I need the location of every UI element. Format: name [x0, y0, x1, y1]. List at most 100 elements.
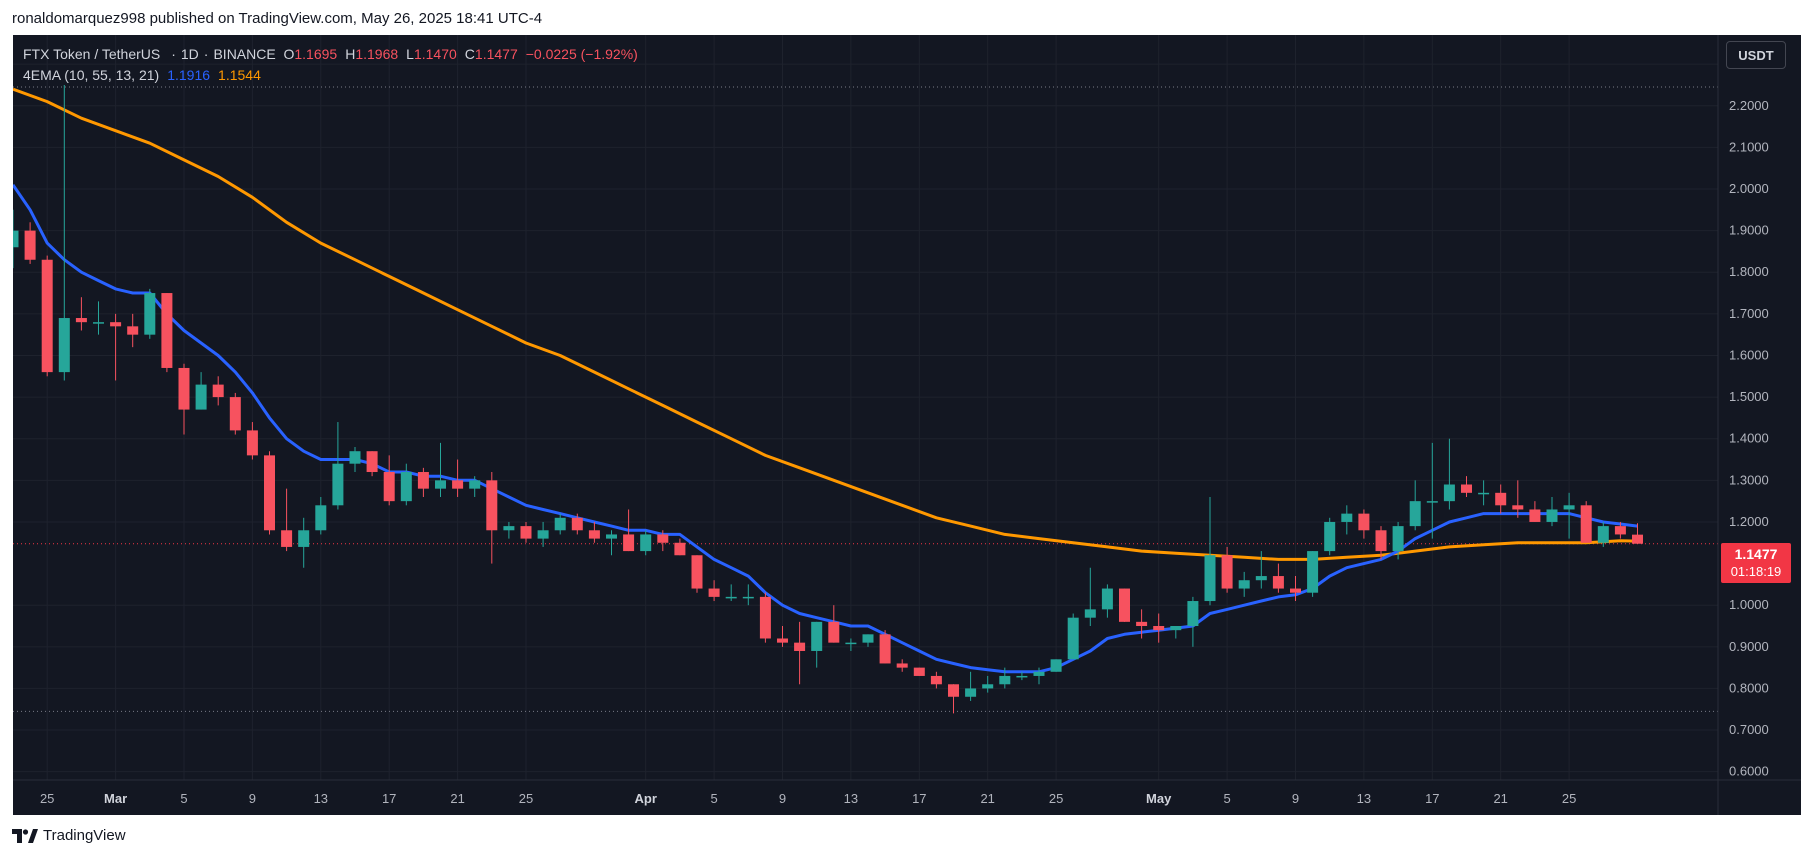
candle-31[interactable]	[537, 521, 549, 547]
candlestick-chart[interactable]: 2.30002.20002.10002.00001.90001.80001.70…	[13, 35, 1801, 815]
candle-38[interactable]	[657, 530, 669, 552]
chart-panel[interactable]: 2.30002.20002.10002.00001.90001.80001.70…	[13, 35, 1801, 815]
candle-93[interactable]	[1597, 521, 1609, 547]
candle-46[interactable]	[794, 621, 806, 685]
candle-89[interactable]	[1529, 501, 1541, 522]
price-axis[interactable]: 2.30002.20002.10002.00001.90001.80001.70…	[1729, 56, 1769, 779]
candle-17[interactable]	[298, 517, 310, 568]
candle-49[interactable]	[845, 638, 857, 651]
candle-94[interactable]	[1614, 521, 1626, 539]
candle-15[interactable]	[264, 451, 275, 535]
candle-45[interactable]	[777, 626, 788, 647]
candle-61[interactable]	[1050, 659, 1062, 672]
candle-48[interactable]	[828, 605, 840, 643]
candle-85[interactable]	[1461, 476, 1472, 497]
candle-51[interactable]	[879, 630, 891, 664]
candle-35[interactable]	[606, 530, 617, 556]
candle-53[interactable]	[913, 667, 925, 676]
candle-28[interactable]	[486, 472, 498, 564]
interval[interactable]: 1D	[180, 46, 199, 62]
candle-71[interactable]	[1221, 546, 1233, 593]
candle-30[interactable]	[520, 521, 532, 543]
candle-56[interactable]	[965, 671, 977, 701]
time-axis[interactable]: 25 Mar 5 9 13 17 21 25 Apr 5 9 13 17 21 25 May 5 9 13 17 21 2…	[40, 791, 1576, 806]
candle-86[interactable]	[1478, 480, 1490, 506]
candle-40[interactable]	[691, 555, 703, 593]
candle-9[interactable]	[161, 293, 173, 373]
candle-13[interactable]	[229, 392, 241, 435]
candle-26[interactable]	[452, 459, 464, 497]
candle-66[interactable]	[1136, 609, 1148, 639]
candle-57[interactable]	[982, 675, 994, 693]
candle-59[interactable]	[1016, 671, 1028, 681]
candle-32[interactable]	[554, 513, 566, 535]
symbol-name[interactable]: FTX Token / TetherUS	[23, 46, 161, 62]
candle-83[interactable]	[1426, 442, 1438, 539]
candle-12[interactable]	[212, 376, 224, 406]
candle-47[interactable]	[811, 621, 823, 668]
candle-64[interactable]	[1101, 584, 1113, 618]
candle-68[interactable]	[1170, 626, 1182, 639]
candle-44[interactable]	[759, 592, 771, 643]
candle-76[interactable]	[1307, 551, 1319, 597]
candle-23[interactable]	[400, 463, 412, 506]
candle-11[interactable]	[195, 372, 207, 410]
tradingview-logo[interactable]: TradingView	[12, 827, 126, 844]
candle-84[interactable]	[1443, 438, 1455, 510]
candle-69[interactable]	[1187, 596, 1199, 647]
candle-43[interactable]	[742, 584, 754, 606]
candle-41[interactable]	[708, 580, 720, 602]
candle-65[interactable]	[1119, 588, 1130, 622]
candle-5[interactable]	[93, 301, 104, 335]
candle-7[interactable]	[127, 313, 139, 348]
candle-24[interactable]	[417, 467, 429, 497]
candle-33[interactable]	[571, 513, 583, 535]
candle-67[interactable]	[1153, 613, 1165, 643]
candle-19[interactable]	[332, 422, 344, 510]
candle-88[interactable]	[1512, 480, 1524, 518]
candle-16[interactable]	[281, 488, 293, 552]
candle-75[interactable]	[1290, 576, 1301, 602]
candle-2[interactable]	[41, 255, 53, 377]
indicator-name[interactable]: 4EMA (10, 55, 13, 21)	[23, 67, 160, 83]
candle-21[interactable]	[366, 451, 378, 477]
candle-77[interactable]	[1324, 517, 1336, 556]
candle-70[interactable]	[1204, 496, 1216, 606]
candle-34[interactable]	[588, 521, 600, 543]
candle-74[interactable]	[1272, 563, 1284, 593]
indicator-row[interactable]: 4EMA (10, 55, 13, 21) 1.1916 1.1544	[23, 65, 646, 86]
candle-78[interactable]	[1341, 505, 1353, 535]
currency-button[interactable]: USDT	[1726, 41, 1786, 69]
candle-52[interactable]	[896, 659, 908, 672]
candle-1[interactable]	[24, 222, 36, 264]
candle-25[interactable]	[435, 442, 446, 497]
candle-10[interactable]	[178, 363, 190, 435]
candle-87[interactable]	[1495, 484, 1507, 514]
candle-82[interactable]	[1409, 480, 1421, 531]
candle-54[interactable]	[930, 671, 942, 689]
candle-42[interactable]	[725, 584, 737, 602]
candle-72[interactable]	[1238, 571, 1250, 597]
candle-29[interactable]	[503, 521, 515, 539]
candle-55[interactable]	[948, 684, 959, 714]
candle-91[interactable]	[1563, 492, 1575, 539]
candle-8[interactable]	[144, 288, 156, 339]
candle-80[interactable]	[1375, 526, 1387, 560]
candle-73[interactable]	[1255, 551, 1267, 589]
candle-79[interactable]	[1358, 509, 1370, 539]
candle-6[interactable]	[110, 313, 122, 381]
candle-60[interactable]	[1033, 667, 1045, 685]
candle-39[interactable]	[674, 538, 686, 556]
candle-36[interactable]	[623, 509, 635, 552]
candle-63[interactable]	[1084, 567, 1096, 627]
candle-0[interactable]	[13, 209, 19, 269]
candle-81[interactable]	[1392, 521, 1404, 560]
candle-37[interactable]	[640, 530, 652, 556]
candle-14[interactable]	[246, 422, 258, 460]
candle-92[interactable]	[1580, 501, 1592, 543]
candle-18[interactable]	[315, 496, 327, 535]
candle-27[interactable]	[469, 476, 481, 497]
candle-58[interactable]	[999, 667, 1011, 689]
candle-22[interactable]	[383, 455, 395, 506]
candle-3[interactable]	[58, 84, 70, 381]
